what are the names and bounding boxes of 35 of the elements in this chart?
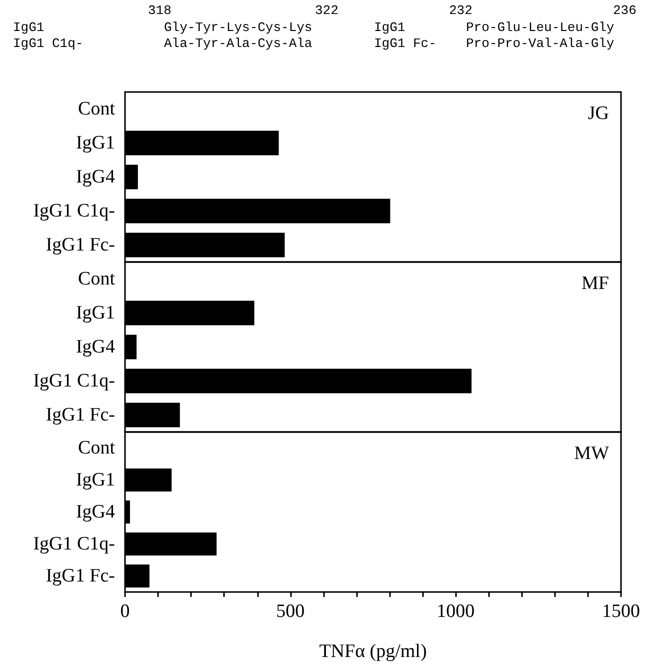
text: MF (582, 273, 610, 294)
text: MW (574, 443, 610, 464)
text: Pro-Glu-Leu-Leu-Gly (466, 20, 614, 35)
text: IgG1 Fc- (374, 36, 436, 51)
y-tick-label: IgG1 (76, 470, 115, 490)
y-tick-label: Cont (78, 268, 116, 290)
x-tick-label: 1000 (436, 601, 475, 622)
y-tick-label: IgG1 C1q- (33, 200, 115, 222)
y-tick-label: IgG1 C1q- (33, 534, 115, 554)
text: Pro-Pro-Val-Ala-Gly (466, 36, 614, 51)
text: 236 (613, 3, 636, 18)
x-tick-label: 0 (120, 601, 130, 622)
y-tick-label: IgG1 Fc- (46, 404, 115, 426)
y-tick-label: IgG1 (76, 302, 115, 324)
y-tick-label: IgG4 (76, 166, 116, 188)
text: JG (588, 103, 610, 124)
y-tick-label: IgG4 (76, 336, 116, 358)
y-tick-label: IgG1 (76, 132, 115, 154)
text: IgG1 (374, 20, 406, 35)
text: Gly-Tyr-Lys-Cys-Lys (164, 20, 312, 35)
text: 232 (449, 3, 472, 18)
y-tick-label: IgG4 (76, 502, 116, 522)
x-tick-label: 500 (276, 601, 305, 622)
text: Ala-Tyr-Ala-Cys-Ala (164, 36, 312, 51)
y-tick-label: Cont (78, 438, 116, 458)
y-tick-label: IgG1 C1q- (33, 370, 115, 392)
text: 322 (315, 3, 338, 18)
y-tick-label: IgG1 Fc- (46, 566, 115, 586)
x-axis-title: TNFα (pg/ml) (319, 641, 427, 662)
x-tick-label: 1500 (602, 601, 640, 622)
text: IgG1 C1q- (13, 36, 84, 51)
y-tick-label: Cont (78, 98, 116, 120)
text: 318 (148, 3, 172, 18)
y-tick-label: IgG1 Fc- (46, 234, 115, 256)
text: IgG1 (13, 20, 44, 35)
